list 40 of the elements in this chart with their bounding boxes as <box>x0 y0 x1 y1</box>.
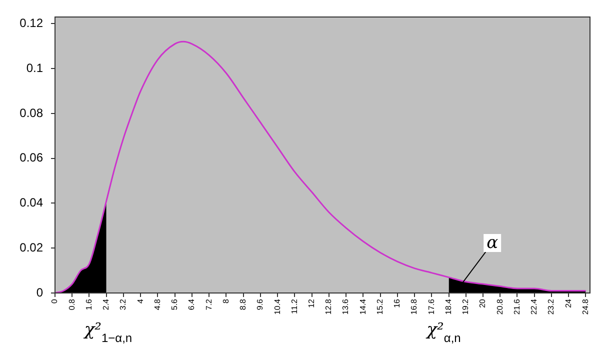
x-tick-label: 19.2 <box>461 298 470 315</box>
x-tick-label: 10.4 <box>272 298 282 315</box>
x-tick-label: 14.4 <box>358 298 368 315</box>
x-tick-label: 17.6 <box>426 298 436 315</box>
x-tick-label: 3.2 <box>118 298 128 310</box>
x-tick-label: 8 <box>221 298 230 304</box>
x-tick-label: 21.6 <box>512 298 522 315</box>
x-tick-label: 13.6 <box>341 298 350 315</box>
x-tick-label: 22.4 <box>530 298 539 315</box>
x-tick-label: 2.4 <box>102 298 111 310</box>
x-tick-label: 24.8 <box>580 298 590 315</box>
x-tick-label: 11.2 <box>290 298 299 314</box>
x-tick-label: 20 <box>478 298 488 308</box>
x-tick-label: 16 <box>392 298 402 308</box>
x-tick-label: 18.4 <box>444 298 453 315</box>
x-tick-label: 9.6 <box>256 298 265 310</box>
annotation: α <box>486 233 499 254</box>
x-tick-label: 0 <box>50 298 60 304</box>
x-tick-label: 7.2 <box>204 298 214 310</box>
y-tick-label: 0.1 <box>26 60 44 75</box>
x-tick-label: 5.6 <box>170 298 180 310</box>
x-tick-label: 16.8 <box>410 298 419 315</box>
y-tick-label: 0.04 <box>20 196 44 210</box>
x-tick-label: 15.2 <box>375 298 384 315</box>
x-tick-label: 1.6 <box>84 298 94 310</box>
y-tick-label: 0.02 <box>20 240 44 254</box>
x-tick-label: 24 <box>564 298 573 308</box>
x-tick-label: 20.8 <box>495 298 504 315</box>
x-tick-label: 4 <box>136 298 145 304</box>
y-tick-label: 0.08 <box>20 106 44 120</box>
x-tick-label: 12 <box>307 298 316 308</box>
y-tick-label: 0.12 <box>20 16 44 30</box>
x-tick-label: 6.4 <box>187 298 196 310</box>
x-tick-label: 4.8 <box>152 298 162 310</box>
x-tick-label: 0.8 <box>67 298 76 310</box>
x-tick-label: 23.2 <box>546 298 556 315</box>
y-tick-label: 0.06 <box>20 150 44 165</box>
x-tick-label: 12.8 <box>324 298 334 315</box>
line-series <box>55 40 586 293</box>
x-tick-label: 8.8 <box>238 298 248 310</box>
